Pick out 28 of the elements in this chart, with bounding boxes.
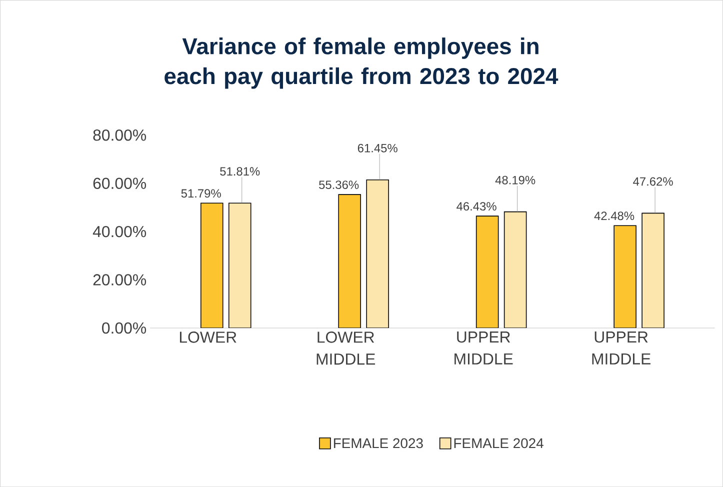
bar xyxy=(504,211,527,328)
x-tick-label: UPPER MIDDLE xyxy=(592,331,650,364)
x-tick-label: UPPER MIDDLE xyxy=(454,331,513,364)
data-label: 46.43% xyxy=(456,202,496,210)
y-tick-label: 60.00% xyxy=(93,178,146,189)
chart-title: Variance of female employees in each pay quartile from 2023 to 2024 xyxy=(164,37,558,89)
data-label: 48.19% xyxy=(495,176,536,184)
bar xyxy=(642,212,664,328)
legend-label: FEMALE 2023 xyxy=(334,438,423,448)
x-tick-label: LOWER MIDDLE xyxy=(316,331,376,364)
bar xyxy=(366,179,389,328)
y-tick-label: 40.00% xyxy=(92,226,146,238)
data-label: 42.48% xyxy=(594,212,634,220)
data-label: 61.45% xyxy=(358,144,398,152)
y-tick-label: 20.00% xyxy=(93,274,146,286)
bar xyxy=(228,202,252,328)
bar xyxy=(614,225,636,328)
y-tick-label: 80.00% xyxy=(93,129,146,141)
legend-label: FEMALE 2024 xyxy=(454,438,544,448)
x-tick-label: LOWER xyxy=(180,331,236,343)
y-tick-label: 0.00% xyxy=(102,322,146,334)
bar xyxy=(476,216,499,328)
data-label: 51.79% xyxy=(181,189,221,198)
bar xyxy=(200,202,224,328)
bar xyxy=(338,194,361,328)
data-label: 55.36% xyxy=(319,180,359,189)
data-label: 47.62% xyxy=(633,177,673,186)
data-label: 51.81% xyxy=(220,167,260,176)
